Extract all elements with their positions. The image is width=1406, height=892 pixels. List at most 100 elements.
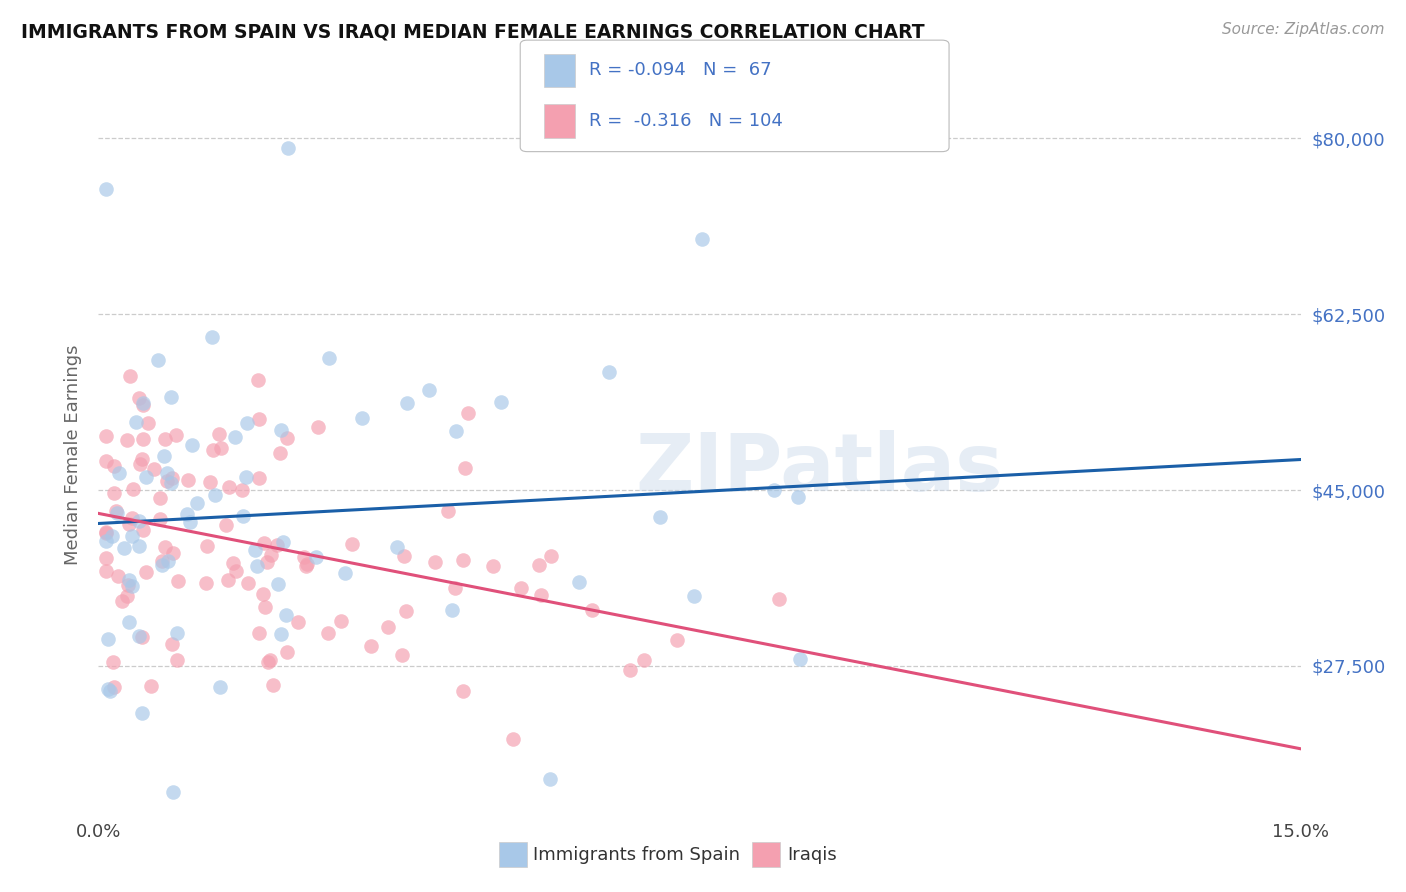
Point	[167, 574, 190, 589]
Point	[132, 396, 155, 410]
Point	[236, 576, 259, 591]
Point	[200, 475, 222, 489]
Point	[568, 575, 591, 590]
Point	[181, 438, 204, 452]
Point	[502, 731, 524, 746]
Point	[440, 603, 463, 617]
Point	[787, 490, 810, 504]
Point	[143, 462, 166, 476]
Point	[224, 430, 246, 444]
Point	[529, 558, 551, 572]
Point	[225, 564, 247, 578]
Point	[195, 539, 218, 553]
Point	[156, 474, 179, 488]
Point	[166, 653, 188, 667]
Point	[457, 406, 479, 420]
Point	[209, 441, 232, 455]
Point	[650, 510, 672, 524]
Point	[271, 534, 294, 549]
Point	[204, 488, 226, 502]
Point	[150, 554, 173, 568]
Point	[231, 483, 253, 497]
Point	[176, 507, 198, 521]
Point	[131, 706, 153, 720]
Point	[252, 587, 274, 601]
Point	[150, 558, 173, 572]
Point	[260, 549, 283, 563]
Text: Immigrants from Spain: Immigrants from Spain	[533, 846, 740, 863]
Point	[121, 529, 143, 543]
Point	[132, 523, 155, 537]
Point	[96, 525, 118, 540]
Point	[269, 446, 291, 460]
Point	[101, 528, 124, 542]
Point	[160, 390, 183, 404]
Point	[208, 426, 231, 441]
Point	[270, 626, 292, 640]
Point	[342, 537, 364, 551]
Point	[162, 784, 184, 798]
Point	[132, 398, 155, 412]
Point	[297, 557, 319, 571]
Point	[131, 630, 153, 644]
Text: Source: ZipAtlas.com: Source: ZipAtlas.com	[1222, 22, 1385, 37]
Point	[333, 566, 356, 581]
Point	[666, 633, 689, 648]
Y-axis label: Median Female Earnings: Median Female Earnings	[63, 344, 82, 566]
Point	[128, 514, 150, 528]
Point	[97, 682, 120, 697]
Point	[156, 554, 179, 568]
Point	[217, 573, 239, 587]
Point	[789, 652, 811, 666]
Point	[581, 603, 603, 617]
Point	[166, 626, 188, 640]
Point	[107, 569, 129, 583]
Point	[232, 508, 254, 523]
Point	[122, 482, 145, 496]
Point	[103, 486, 125, 500]
Point	[215, 518, 238, 533]
Text: IMMIGRANTS FROM SPAIN VS IRAQI MEDIAN FEMALE EARNINGS CORRELATION CHART: IMMIGRANTS FROM SPAIN VS IRAQI MEDIAN FE…	[21, 22, 925, 41]
Point	[253, 535, 276, 549]
Point	[105, 506, 128, 520]
Point	[165, 427, 187, 442]
Point	[128, 540, 150, 554]
Point	[209, 680, 232, 694]
Point	[253, 600, 276, 615]
Point	[179, 515, 201, 529]
Point	[330, 614, 353, 628]
Point	[538, 772, 561, 787]
Point	[690, 232, 713, 246]
Point	[128, 629, 150, 643]
Point	[149, 512, 172, 526]
Point	[156, 466, 179, 480]
Point	[491, 394, 513, 409]
Point	[117, 615, 139, 629]
Point	[236, 416, 259, 430]
Point	[96, 429, 118, 443]
Point	[160, 471, 183, 485]
Point	[377, 620, 399, 634]
Point	[418, 383, 440, 397]
Point	[307, 419, 329, 434]
Point	[437, 504, 460, 518]
Point	[316, 625, 339, 640]
Point	[103, 680, 125, 694]
Point	[153, 449, 176, 463]
Point	[235, 469, 257, 483]
Point	[115, 434, 138, 448]
Point	[153, 433, 176, 447]
Point	[132, 432, 155, 446]
Text: Iraqis: Iraqis	[787, 846, 837, 863]
Point	[118, 369, 141, 384]
Text: R =  -0.316   N = 104: R = -0.316 N = 104	[589, 112, 783, 130]
Point	[96, 454, 118, 468]
Point	[155, 540, 177, 554]
Point	[103, 458, 125, 473]
Point	[287, 615, 309, 629]
Point	[118, 573, 141, 587]
Point	[218, 480, 240, 494]
Point	[96, 533, 118, 548]
Point	[451, 553, 474, 567]
Point	[128, 392, 150, 406]
